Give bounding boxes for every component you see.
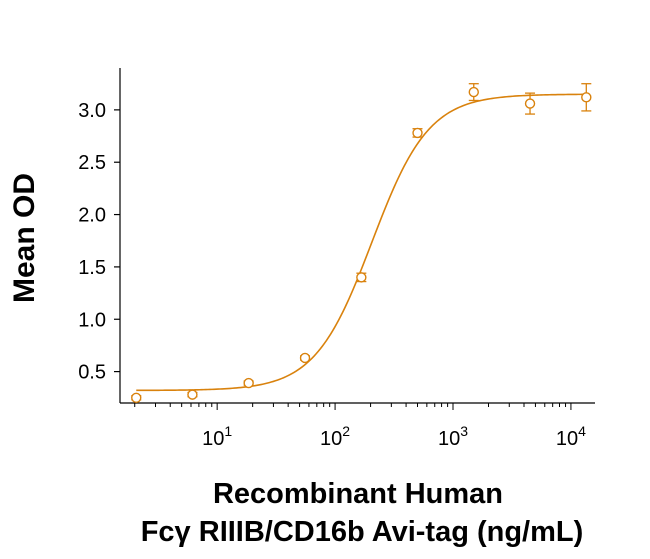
data-point: [412, 127, 423, 139]
y-tick-label: 2.0: [78, 205, 106, 227]
data-point: [356, 272, 367, 283]
point-marker: [581, 92, 592, 103]
x-axis-title-line2: Fcγ RIIIB/CD16b Avi-tag (ng/mL): [141, 516, 584, 548]
x-axis-title-line1: Recombinant Human: [213, 478, 503, 510]
y-tick-label: 1.5: [78, 257, 106, 279]
y-axis-title: Mean OD: [8, 173, 41, 303]
point-marker: [356, 272, 367, 283]
data-point: [468, 83, 479, 102]
data-points: [131, 83, 592, 403]
point-marker: [524, 98, 536, 109]
data-point: [581, 83, 592, 112]
data-point: [131, 392, 142, 403]
y-axis-ticks: 0.5 1.0 1.5 2.0 2.5 3.0: [78, 100, 120, 384]
y-tick-label: 3.0: [78, 100, 106, 122]
point-marker: [243, 377, 254, 389]
point-marker: [468, 86, 479, 98]
data-point: [299, 352, 311, 364]
axes: [119, 68, 595, 404]
data-point: [243, 377, 254, 389]
y-tick-label: 2.5: [78, 152, 106, 174]
point-marker: [412, 127, 423, 139]
fit-curve: [136, 93, 587, 392]
x-tick-label: 103: [438, 423, 468, 450]
x-axis-ticks: 101 102 103 104: [134, 403, 586, 450]
x-tick-label: 102: [320, 423, 350, 450]
point-marker: [299, 352, 311, 364]
data-point: [524, 92, 536, 115]
y-tick-label: 0.5: [78, 362, 106, 384]
point-marker: [187, 389, 198, 400]
x-tick-label: 104: [556, 423, 586, 450]
y-tick-label: 1.0: [78, 309, 106, 331]
x-tick-label: 101: [202, 423, 232, 450]
data-point: [187, 389, 198, 400]
point-marker: [131, 392, 142, 403]
